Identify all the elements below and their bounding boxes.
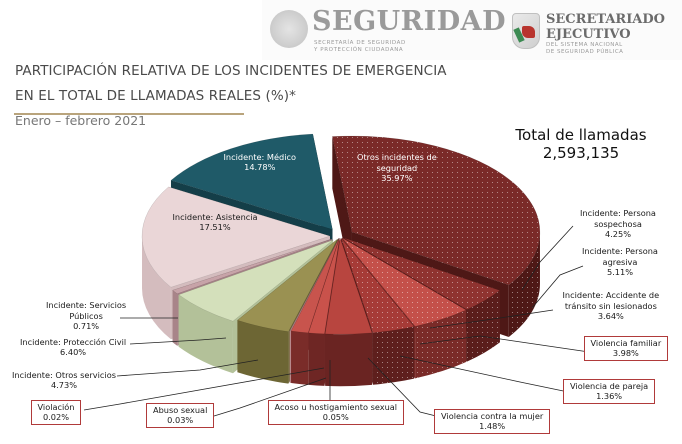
leader-line: [116, 359, 259, 377]
label-text: Incidente: Accidente de: [562, 290, 660, 300]
chart-subtitle: Enero – febrero 2021: [15, 113, 147, 128]
label-percentage: 0.05%: [322, 412, 349, 422]
mexico-seal-icon: [270, 10, 308, 48]
label-violencia-pareja: Violencia de pareja 1.36%: [563, 378, 656, 404]
leader-lines: [83, 225, 590, 417]
leader-line: [521, 225, 574, 291]
label-text: Incidente: Otros servicios: [12, 369, 116, 380]
label-text: Violencia contra la mujer: [441, 410, 544, 421]
label-violacion: Violación 0.02%: [30, 399, 82, 425]
label-percentage: 0.71%: [73, 321, 100, 331]
label-text: Acoso u hostigamiento sexual: [274, 401, 398, 412]
label-otros-seguridad: Otros incidentes de seguridad 35.97%: [357, 152, 437, 184]
chart-title-line-1: PARTICIPACIÓN RELATIVA DE LOS INCIDENTES…: [15, 63, 447, 79]
label-accidente: Incidente: Accidente de tránsito sin lesi…: [563, 290, 660, 322]
label-percentage: 0.03%: [167, 415, 194, 425]
label-percentage: 4.73%: [50, 380, 77, 390]
label-text: Públicos: [69, 310, 103, 321]
secretariado-sub-line-2: DE SEGURIDAD PÚBLICA: [546, 49, 624, 55]
seguridad-sub-line-1: SECRETARÍA DE SEGURIDAD: [314, 40, 406, 46]
label-percentage: 1.48%: [479, 421, 506, 431]
label-text: Incidente: Servicios: [46, 300, 127, 310]
label-text: Violencia familiar: [590, 337, 662, 348]
label-persona-sospechosa: Incidente: Persona sospechosa 4.25%: [580, 208, 656, 240]
label-text: Violación: [37, 401, 75, 412]
seguridad-logo-subtitle: SECRETARÍA DE SEGURIDAD Y PROTECCIÓN CIU…: [314, 40, 406, 54]
secretariado-shield-icon: [512, 13, 540, 49]
seguridad-logo-title: SEGURIDAD: [312, 6, 507, 37]
label-percentage: 3.98%: [612, 348, 639, 358]
label-percentage: 4.25%: [604, 229, 631, 239]
label-text: agresiva: [602, 256, 638, 267]
label-percentage: 35.97%: [381, 173, 413, 183]
seguridad-sub-line-2: Y PROTECCIÓN CIUDADANA: [314, 47, 404, 53]
label-asistencia: Incidente: Asistencia 17.51%: [173, 212, 258, 233]
leader-line: [399, 355, 574, 394]
total-calls-label: Total de llamadas: [515, 126, 647, 144]
label-text: Abuso sexual: [153, 404, 208, 415]
secretariado-logo-subtitle: DEL SISTEMA NACIONAL DE SEGURIDAD PÚBLIC…: [546, 42, 623, 56]
label-percentage: 0.02%: [42, 412, 69, 422]
chart-title-line-2: EN EL TOTAL DE LLAMADAS REALES (%)*: [15, 88, 296, 104]
total-calls: Total de llamadas 2,593,135: [476, 126, 682, 162]
leader-line: [429, 309, 554, 329]
pie-slices: [141, 133, 541, 387]
label-persona-agresiva: Incidente: Persona agresiva 5.11%: [582, 246, 658, 278]
label-text: Violencia de pareja: [570, 380, 649, 391]
secretariado-sub-line-1: DEL SISTEMA NACIONAL: [546, 42, 623, 48]
label-proteccion-civil: Incidente: Protección Civil 6.40%: [20, 337, 126, 358]
slice-otros-incidentes-de-seguridad: [332, 135, 541, 337]
label-violencia-mujer: Violencia contra la mujer 1.48%: [434, 408, 551, 434]
label-text: Incidente: Protección Civil: [20, 336, 127, 347]
slice-violencia-familiar: [324, 238, 373, 387]
label-abuso: Abuso sexual 0.03%: [146, 402, 215, 428]
secretariado-title-line-1: SECRETARIADO: [546, 12, 665, 27]
secretariado-title-line-2: EJECUTIVO: [546, 27, 631, 42]
leader-line: [83, 367, 325, 411]
label-medico: Incidente: Médico 14.78%: [224, 152, 297, 173]
leader-line: [367, 357, 437, 417]
label-percentage: 6.40%: [60, 347, 87, 357]
secretariado-logo-title: SECRETARIADO EJECUTIVO: [546, 12, 665, 42]
label-text: Incidente: Asistencia: [172, 211, 258, 222]
label-otros-servicios: Incidente: Otros servicios 4.73%: [12, 370, 116, 391]
label-servicios-publicos: Incidente: Servicios Públicos 0.71%: [46, 300, 126, 332]
leader-line: [213, 377, 327, 417]
leader-line: [419, 335, 590, 353]
label-text: Incidente: Persona: [580, 208, 656, 218]
label-percentage: 14.78%: [244, 162, 276, 172]
label-text: Incidente: Médico: [223, 151, 297, 162]
label-text: seguridad: [376, 162, 418, 173]
label-text: Otros incidentes de: [357, 152, 437, 162]
total-calls-value: 2,593,135: [542, 144, 620, 162]
header-logos: SEGURIDAD SECRETARÍA DE SEGURIDAD Y PROT…: [262, 0, 682, 60]
slice-incidente-accidente-de-tr-nsito-sin-lesionados: [340, 237, 415, 385]
label-percentage: 3.64%: [597, 311, 624, 321]
label-violencia-familiar: Violencia familiar 3.98%: [583, 335, 669, 361]
label-percentage: 5.11%: [606, 267, 633, 277]
title-underline: [14, 113, 244, 115]
label-acoso: Acoso u hostigamiento sexual 0.05%: [267, 399, 405, 425]
label-text: Incidente: Persona: [582, 246, 658, 256]
leader-line: [531, 265, 584, 309]
label-percentage: 17.51%: [199, 222, 231, 232]
slice-violencia-de-pareja: [308, 238, 340, 386]
label-text: tránsito sin lesionados: [564, 300, 657, 311]
label-percentage: 1.36%: [596, 391, 623, 401]
leader-line: [129, 337, 227, 345]
label-text: sospechosa: [594, 218, 642, 229]
